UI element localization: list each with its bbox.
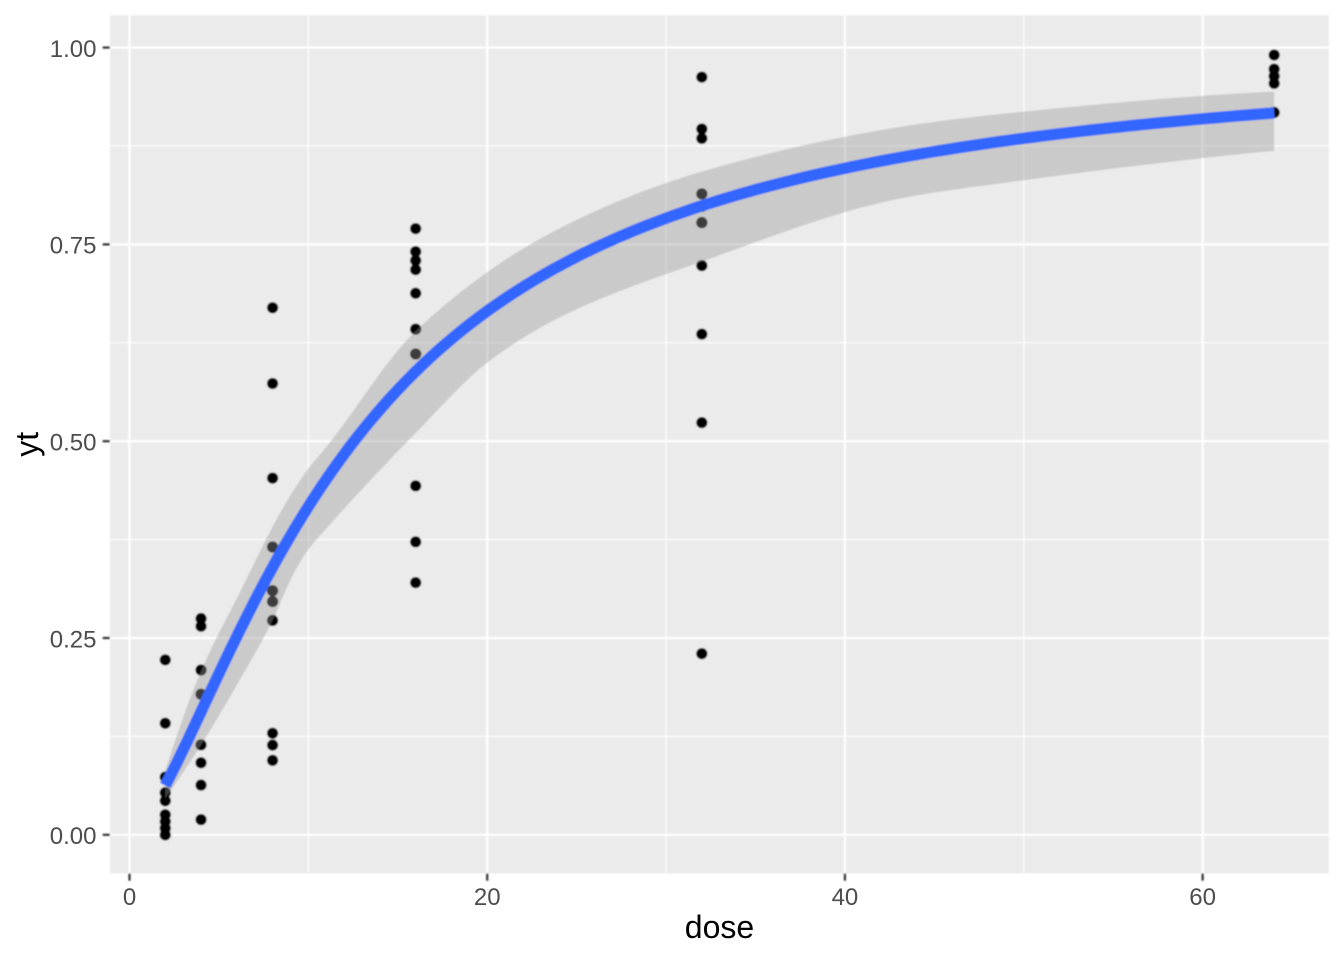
data-point <box>410 536 422 548</box>
data-point <box>410 287 422 299</box>
data-point <box>159 829 171 841</box>
data-point <box>410 245 422 258</box>
data-point <box>195 813 207 826</box>
data-point <box>696 259 708 272</box>
smooth-line <box>160 107 1275 789</box>
data-point <box>195 779 207 791</box>
y-tick-label: 1.00 <box>50 36 97 63</box>
x-axis-title: dose <box>684 909 755 945</box>
data-point <box>696 123 708 135</box>
data-point <box>266 472 279 484</box>
data-point <box>410 480 422 492</box>
y-tick-label: 0.50 <box>50 430 97 457</box>
data-point <box>410 576 422 589</box>
y-tick-label: 0.00 <box>50 823 97 850</box>
plot-graphics <box>102 15 1329 881</box>
data-point <box>266 739 279 751</box>
data-point <box>266 377 279 390</box>
y-axis-title: yt <box>9 431 46 457</box>
data-point <box>410 222 422 235</box>
data-point <box>696 416 708 429</box>
data-point <box>1268 77 1280 90</box>
data-point <box>696 132 708 144</box>
x-tick-label: 60 <box>1189 884 1216 911</box>
data-point <box>696 328 708 340</box>
data-point <box>696 71 708 83</box>
y-tick-label: 0.75 <box>50 233 97 260</box>
x-tick-label: 40 <box>832 884 859 911</box>
data-point <box>266 302 279 314</box>
x-tick-label: 0 <box>123 884 136 911</box>
data-point <box>159 717 171 729</box>
confidence-ribbon <box>165 91 1275 799</box>
data-point <box>696 648 708 660</box>
x-tick-label: 20 <box>474 884 501 911</box>
y-tick-label: 0.25 <box>50 626 97 653</box>
data-point <box>195 757 207 769</box>
data-point <box>195 620 207 632</box>
data-point <box>266 754 279 767</box>
data-point <box>410 254 422 267</box>
data-point <box>1268 49 1280 61</box>
data-point <box>159 795 171 807</box>
data-point <box>266 727 279 739</box>
data-point <box>159 654 171 666</box>
data-point <box>410 264 422 276</box>
